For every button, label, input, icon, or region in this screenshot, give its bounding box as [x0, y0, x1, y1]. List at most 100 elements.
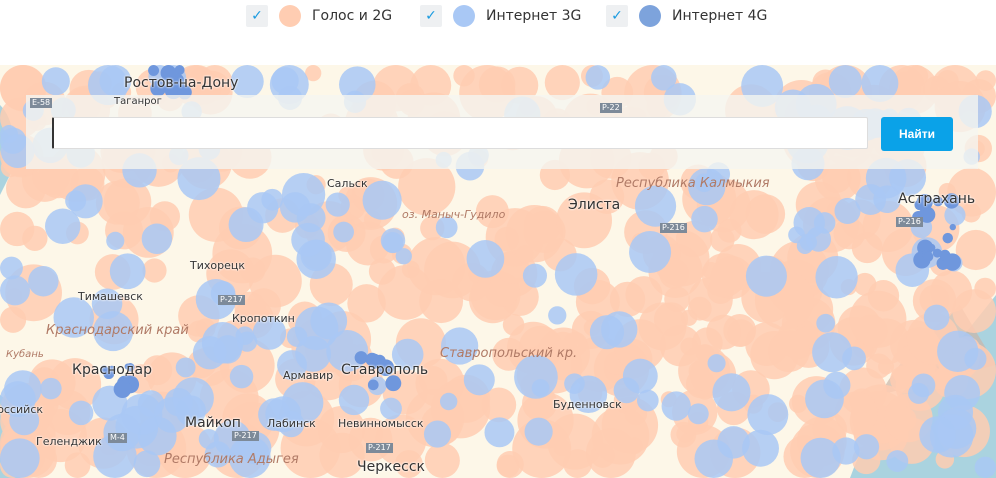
3g-coverage [68, 400, 94, 426]
4g-coverage [113, 380, 132, 399]
voice-coverage [701, 253, 746, 298]
3g-coverage [195, 279, 237, 320]
voice-coverage [745, 194, 786, 234]
city-label: Черкесск [357, 459, 426, 475]
search-button[interactable]: Найти [881, 117, 953, 151]
3g-coverage [333, 221, 354, 243]
search-panel: Найти [26, 95, 978, 169]
legend-label: Интернет 3G [486, 8, 582, 24]
city-label: Лабинск [267, 417, 316, 430]
3g-coverage [439, 392, 458, 411]
4g-coverage [150, 80, 167, 97]
3g-coverage [269, 65, 309, 104]
voice-coverage [401, 260, 420, 279]
3g-coverage [694, 439, 733, 478]
4g-coverage [167, 75, 180, 89]
legend-item-3g[interactable]: ✓ Интернет 3G [420, 4, 581, 28]
3g-coverage [53, 297, 95, 338]
voice-coverage [478, 66, 516, 103]
3g-coverage [828, 65, 862, 98]
3g-coverage [466, 240, 505, 278]
city-label: Сальск [327, 177, 368, 190]
road-label: P-216 [896, 217, 923, 227]
3g-coverage [634, 185, 677, 227]
3g-coverage [800, 437, 841, 478]
voice-coverage [398, 158, 456, 216]
3g-coverage [463, 364, 495, 396]
road-label: P-217 [366, 443, 393, 453]
3g-coverage [812, 332, 853, 373]
3g-coverage [41, 67, 70, 96]
checkbox-4g[interactable]: ✓ [606, 5, 628, 27]
3g-coverage [247, 192, 279, 224]
4g-coverage [943, 193, 960, 209]
3g-coverage [823, 371, 851, 399]
voice-coverage [475, 195, 509, 229]
voice-coverage [544, 65, 580, 101]
legend-label: Интернет 4G [672, 8, 768, 24]
4g-coverage [124, 363, 131, 370]
3g-coverage [4, 370, 42, 408]
address-search-input[interactable] [52, 117, 868, 149]
3g-coverage [585, 65, 611, 90]
3g-coverage [133, 450, 161, 478]
region-label: Республика Адыгея [164, 452, 299, 467]
city-label: Геленджик [36, 435, 102, 448]
road-label: P-22 [600, 103, 622, 113]
4g-coverage [148, 65, 160, 76]
road-label: M-4 [108, 433, 127, 443]
3g-coverage [651, 65, 677, 91]
voice-coverage [347, 284, 386, 323]
4g-coverage [949, 223, 956, 231]
checkbox-3g[interactable]: ✓ [420, 5, 442, 27]
voice-coverage [653, 302, 689, 337]
3g-coverage [40, 377, 62, 400]
city-label: Таганрог [114, 96, 162, 107]
road-label: P-216 [660, 223, 687, 233]
voice-coverage [955, 229, 996, 271]
3g-coverage [707, 354, 726, 373]
3g-coverage [0, 127, 27, 154]
voice-coverage [515, 245, 534, 263]
3g-coverage [277, 350, 307, 381]
3g-coverage [691, 205, 718, 233]
legend-item-voice[interactable]: ✓ Голос и 2G [246, 4, 392, 28]
3g-coverage [362, 180, 402, 220]
voice-coverage [305, 65, 322, 82]
voice-coverage [849, 290, 907, 348]
voice-coverage [659, 258, 690, 289]
voice-coverage [556, 192, 612, 249]
voice-coverage [496, 450, 524, 478]
3g-coverage [554, 253, 598, 296]
3g-coverage [338, 384, 370, 416]
city-label: Новороссийск [0, 403, 44, 416]
voice-coverage [453, 65, 475, 87]
lake-label: оз. Маныч-Гудило [402, 208, 506, 221]
4g-coverage [100, 365, 109, 374]
voice-coverage [394, 450, 423, 478]
voice-coverage [424, 241, 481, 299]
city-label: Ростов-на-Дону [124, 75, 239, 91]
3g-coverage [974, 456, 996, 478]
river-label: Кубань [6, 349, 44, 360]
3g-coverage [694, 173, 714, 193]
voice-coverage [246, 288, 281, 323]
3g-coverage [816, 313, 836, 333]
3g-coverage [229, 364, 254, 389]
city-label: Тихорецк [190, 259, 245, 272]
city-label: Буденновск [553, 398, 622, 411]
3g-coverage [514, 355, 558, 399]
3g-coverage [141, 223, 173, 255]
3g-coverage [382, 232, 404, 254]
city-label: Кропоткин [232, 312, 295, 325]
checkbox-voice[interactable]: ✓ [246, 5, 268, 27]
city-label: Невинномысск [338, 417, 424, 430]
city-label: Астрахань [898, 191, 976, 207]
3g-coverage [175, 357, 196, 378]
3g-coverage [522, 263, 547, 288]
city-label: Элиста [568, 197, 621, 213]
road-label: P-217 [232, 431, 259, 441]
legend-item-4g[interactable]: ✓ Интернет 4G [606, 4, 767, 28]
3g-coverage [93, 311, 134, 352]
3g-color-swatch [453, 5, 475, 27]
